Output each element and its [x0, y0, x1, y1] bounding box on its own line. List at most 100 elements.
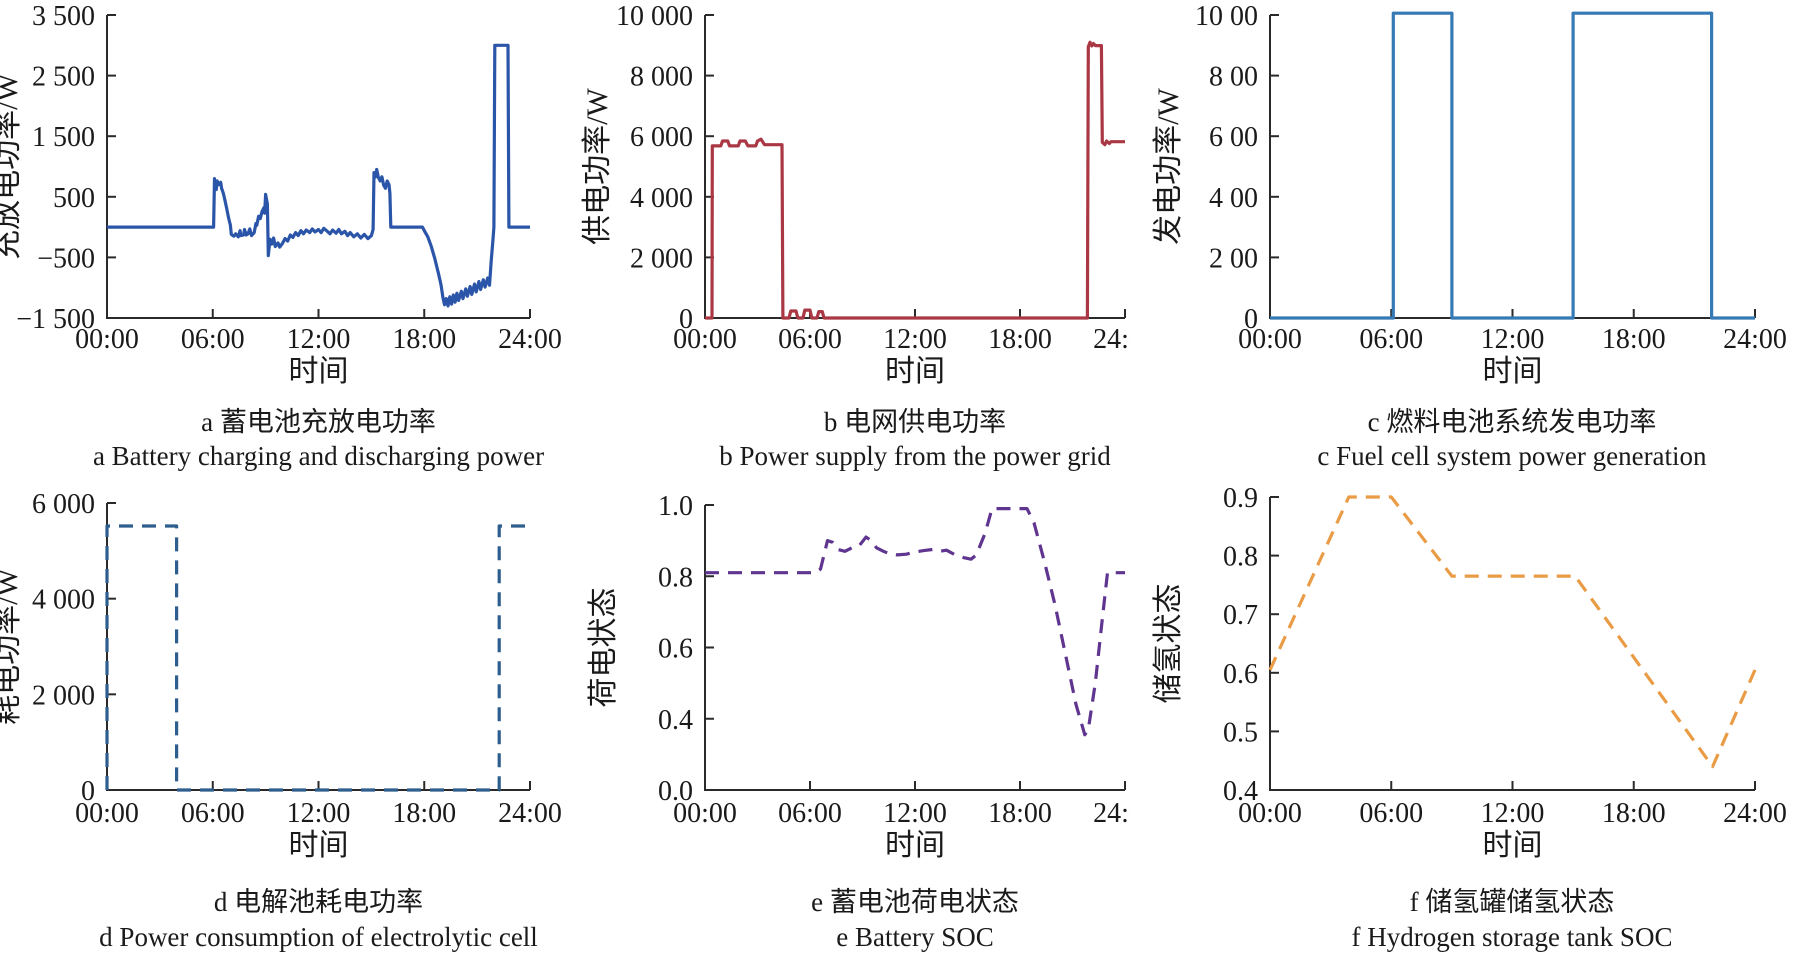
caption-a-en: a Battery charging and discharging power — [92, 441, 545, 471]
y-axis-label: 发电功率/W — [1152, 87, 1185, 244]
y-tick-label: 1 500 — [32, 122, 95, 153]
series-line-c — [1270, 11, 1755, 320]
y-tick-label: 3 500 — [32, 1, 95, 32]
caption-c-zh: c 燃料电池系统发电功率 — [1367, 407, 1657, 437]
y-tick-label: 8 00 — [1209, 62, 1258, 93]
chart-c-canvas: 0 2 00 4 00 6 00 8 00 10 00 00:00 06:00 12:00 18:… — [1152, 1, 1787, 388]
caption-b-zh: b 电网供电功率 — [823, 407, 1007, 437]
y-tick-label: 8 000 — [630, 62, 693, 93]
x-tick-label: 12:00 — [287, 324, 351, 355]
y-tick-label: 0.6 — [658, 634, 693, 665]
y-tick-label: 0.7 — [1223, 600, 1258, 631]
y-tick-label: 2 000 — [32, 680, 95, 711]
y-tick-label: 0.0 — [658, 776, 693, 807]
caption-f-zh: f 储氢罐储氢状态 — [1409, 887, 1615, 917]
y-tick-label: −1 500 — [16, 304, 95, 335]
caption-c-en: c Fuel cell system power generation — [1317, 441, 1707, 471]
chart-e-canvas: 0.0 0.4 0.6 0.8 1.0 00:00 06:00 12:00 18:00 24:00… — [587, 491, 1130, 862]
series-line-e — [705, 506, 1125, 737]
x-tick-label: 12:00 — [1481, 798, 1545, 829]
x-tick-label: 12:00 — [287, 798, 351, 829]
x-tick-label: 24:00 — [498, 324, 562, 355]
axis-lines — [704, 15, 1125, 319]
y-tick-label: 2 500 — [32, 62, 95, 93]
series-line-a — [107, 43, 530, 308]
y-tick-label: 0.4 — [1223, 776, 1258, 807]
x-tick-label: 00:00 — [673, 324, 737, 355]
y-tick-label: 4 000 — [32, 585, 95, 616]
y-tick-label: 0.5 — [1223, 717, 1258, 748]
x-tick-label: 24:00 — [1723, 798, 1787, 829]
y-tick-label: 10 00 — [1195, 1, 1258, 32]
caption-b-en: b Power supply from the power grid — [719, 441, 1111, 471]
x-tick-label: 12:00 — [1481, 324, 1545, 355]
caption-d-zh: d 电解池耗电功率 — [213, 887, 424, 917]
chart-b-canvas: 0 2 000 4 000 6 000 8 000 10 000 00:00 06:00 12:… — [581, 1, 1130, 388]
y-axis-label: 储氢状态 — [1152, 584, 1185, 704]
caption-e-zh: e 蓄电池荷电状态 — [811, 887, 1019, 917]
axis-lines — [1269, 497, 1755, 791]
axis-lines — [704, 505, 1125, 791]
series-line-b — [705, 40, 1125, 320]
x-tick-label: 18:00 — [988, 798, 1052, 829]
x-tick-label: 06:00 — [181, 798, 245, 829]
x-tick-label: 24:00 — [1723, 324, 1787, 355]
x-tick-label: 18:00 — [1602, 798, 1666, 829]
chart-a-canvas: −1 500 −500 500 1 500 2 500 3 500 00:00 06:00 12… — [0, 1, 562, 388]
x-tick-label: 00:00 — [75, 798, 139, 829]
y-tick-label: 0 — [679, 304, 693, 335]
y-tick-label: 0 — [81, 776, 95, 807]
y-tick-label: 4 000 — [630, 183, 693, 214]
x-tick-label: 06:00 — [1359, 324, 1423, 355]
y-tick-label: 0.6 — [1223, 659, 1258, 690]
chart-f-canvas: 0.4 0.5 0.6 0.7 0.8 0.9 00:00 06:00 12:00 18:00 24… — [1152, 483, 1787, 862]
x-axis-label: 时间 — [289, 829, 349, 862]
y-tick-label: 0.8 — [1223, 542, 1258, 573]
caption-f-en: f Hydrogen storage tank SOC — [1351, 922, 1673, 952]
x-tick-label: 18:00 — [392, 324, 456, 355]
axis-lines — [1269, 15, 1755, 319]
axis-lines — [106, 503, 530, 791]
x-axis-label: 时间 — [885, 829, 945, 862]
axis-lines — [106, 15, 530, 319]
y-tick-label: 2 00 — [1209, 243, 1258, 274]
series-line-f — [1268, 495, 1757, 769]
caption-e-en: e Battery SOC — [836, 922, 994, 952]
y-tick-label: 4 00 — [1209, 183, 1258, 214]
x-tick-label: 24:00 — [498, 798, 562, 829]
chart-d-canvas: 0 2 000 4 000 6 000 00:00 06:00 12:00 18:00 24:0… — [0, 489, 562, 862]
x-axis-label: 时间 — [289, 355, 349, 388]
x-tick-label: 18:00 — [1602, 324, 1666, 355]
x-axis-label: 时间 — [885, 355, 945, 388]
y-tick-label: 0.8 — [658, 562, 693, 593]
x-tick-label: 06:00 — [778, 798, 842, 829]
x-tick-label: 06:00 — [1359, 798, 1423, 829]
y-tick-label: 500 — [53, 183, 95, 214]
x-tick-label: 00:00 — [673, 798, 737, 829]
caption-d-en: d Power consumption of electrolytic cell — [99, 922, 538, 952]
y-tick-label: 6 000 — [630, 122, 693, 153]
x-tick-label: 00:00 — [75, 324, 139, 355]
y-tick-label: 0.9 — [1223, 483, 1258, 514]
y-tick-label: −500 — [37, 243, 95, 274]
y-tick-label: 6 00 — [1209, 122, 1258, 153]
y-tick-label: 1.0 — [658, 491, 693, 522]
x-tick-label: 06:00 — [181, 324, 245, 355]
y-tick-label: 0 — [1244, 304, 1258, 335]
x-tick-label: 12:00 — [883, 798, 947, 829]
x-tick-label: 06:00 — [778, 324, 842, 355]
y-tick-label: 6 000 — [32, 489, 95, 520]
series-line-d — [105, 524, 530, 792]
x-tick-label: 18:00 — [392, 798, 456, 829]
x-tick-label: 18:00 — [988, 324, 1052, 355]
x-tick-label: 24:00 — [1093, 324, 1130, 355]
x-axis-label: 时间 — [1483, 829, 1543, 862]
y-axis-label: 耗电功率/W — [0, 567, 24, 724]
y-tick-label: 0.4 — [658, 705, 693, 736]
caption-a-zh: a 蓄电池充放电功率 — [201, 407, 436, 437]
y-tick-label: 2 000 — [630, 243, 693, 274]
x-tick-label: 12:00 — [883, 324, 947, 355]
y-axis-label: 供电功率/W — [581, 87, 614, 244]
x-tick-label: 00:00 — [1238, 324, 1302, 355]
